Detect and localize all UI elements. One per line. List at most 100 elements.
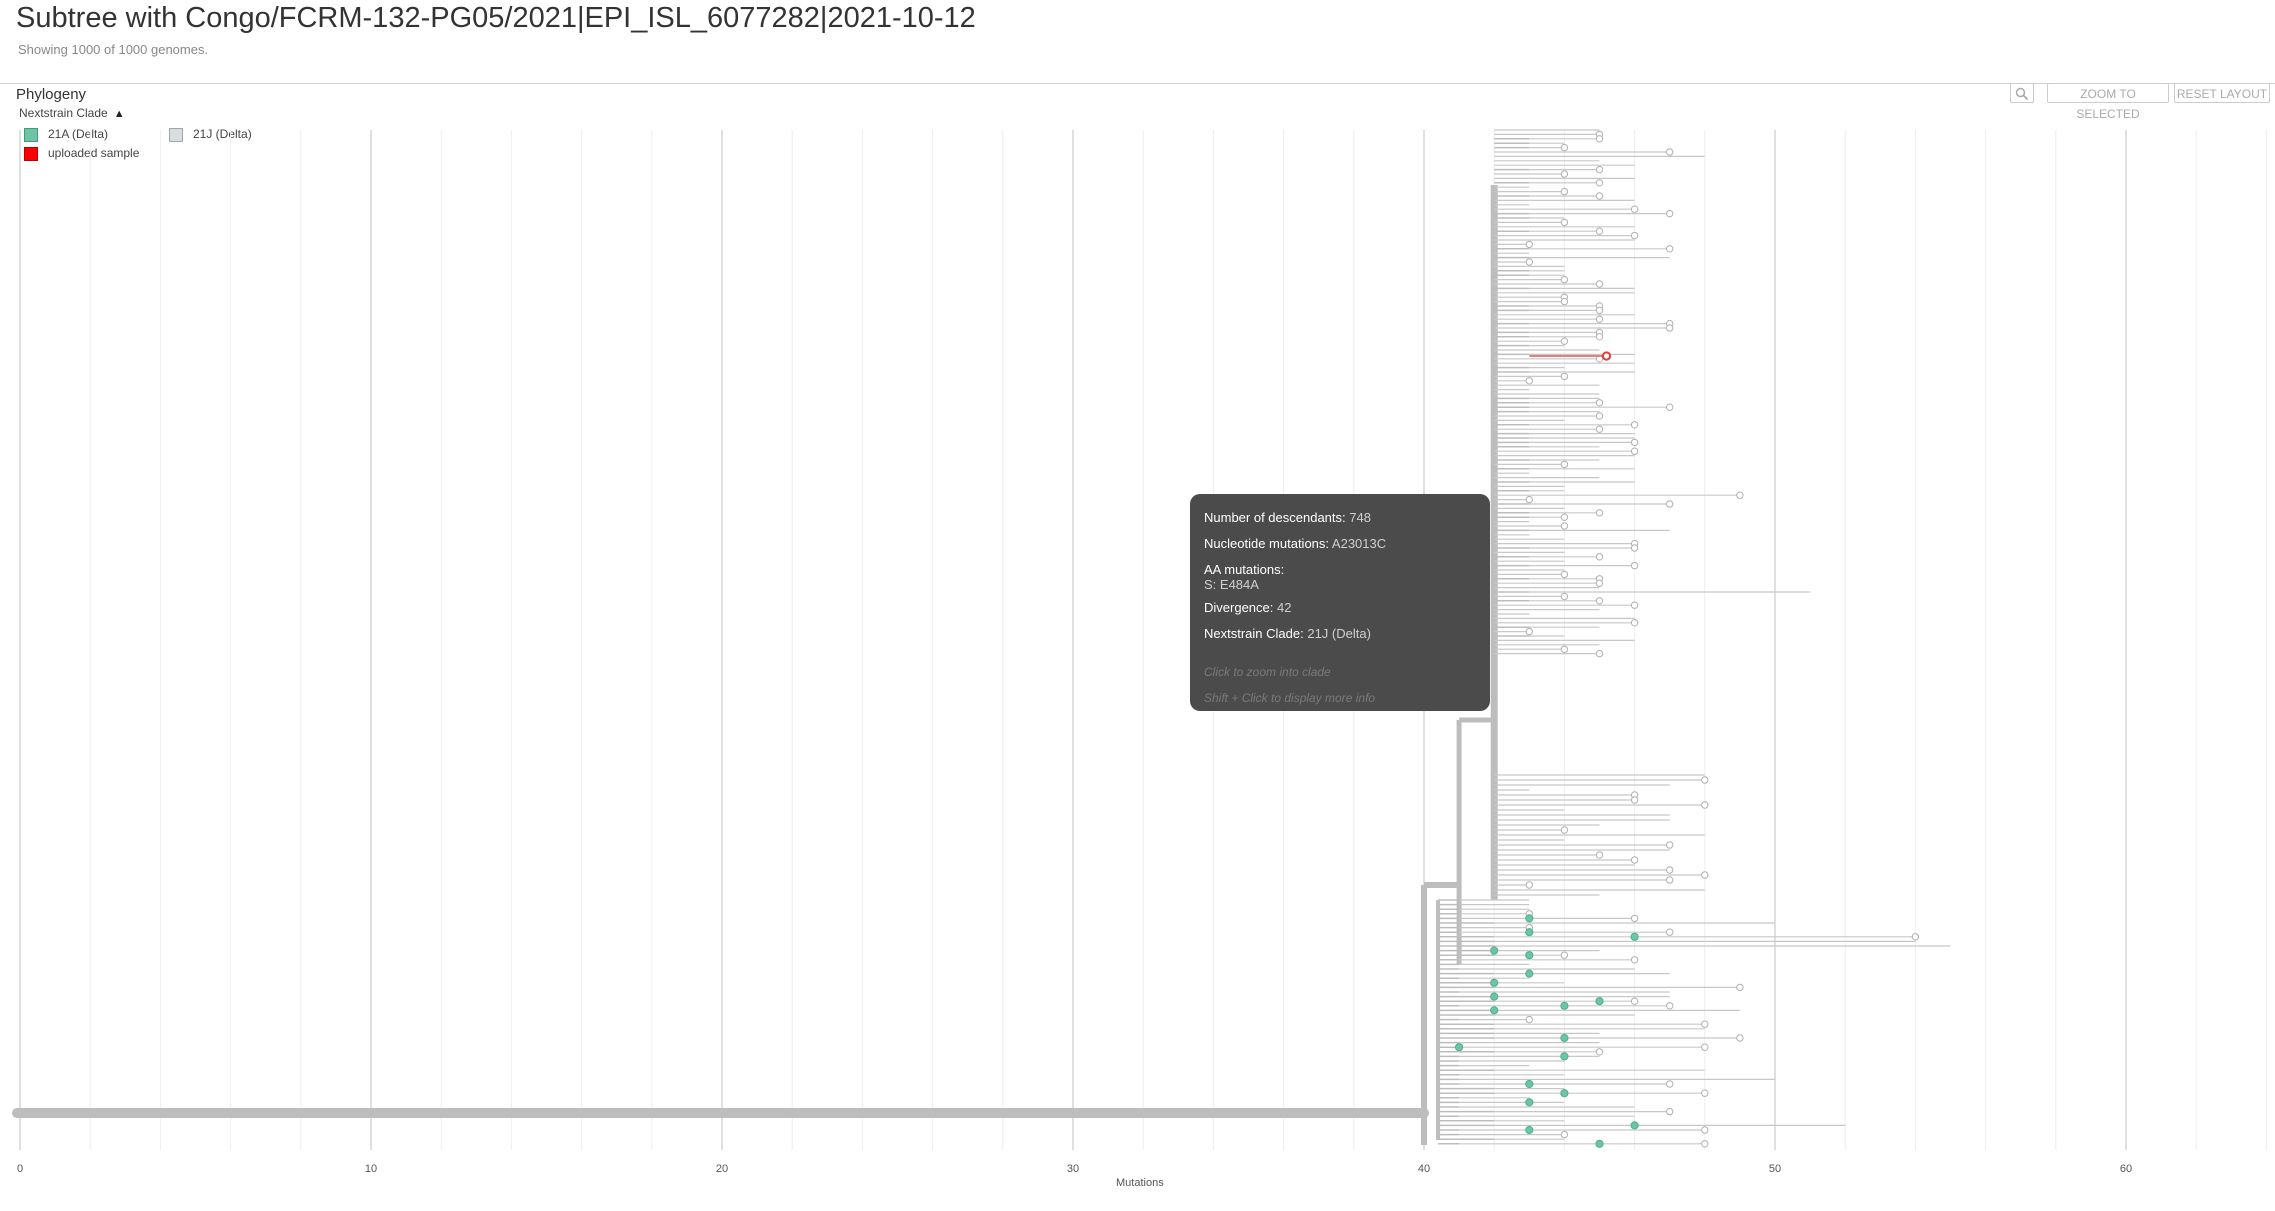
tooltip-aa-value: S: E484A — [1204, 577, 1259, 592]
tip-node-21a — [1490, 946, 1499, 955]
tip-node — [1666, 841, 1674, 849]
tip-node — [1666, 1080, 1674, 1088]
tip-node — [1911, 933, 1920, 941]
tip-node-21a — [1525, 928, 1534, 937]
x-axis-tick: 40 — [1418, 1163, 1430, 1175]
tip-node — [1560, 592, 1569, 601]
swatch-21a — [24, 127, 38, 142]
tip-node — [1630, 205, 1639, 213]
reset-layout-button[interactable]: RESET LAYOUT — [2174, 83, 2270, 103]
tip-node — [1560, 275, 1569, 284]
tip-node-21a — [1525, 1098, 1534, 1107]
x-axis-tick: 20 — [716, 1163, 728, 1175]
tip-node — [1595, 412, 1604, 420]
tooltip-clade-label: Nextstrain Clade: — [1204, 626, 1304, 641]
swatch-uploaded — [24, 146, 38, 161]
tip-node — [1595, 425, 1604, 433]
tip-node-21a — [1490, 992, 1499, 1001]
tip-node-21a — [1525, 969, 1534, 978]
legend-item-21j[interactable]: 21J (Delta) — [169, 127, 252, 142]
tip-node — [1630, 856, 1639, 864]
x-axis-tick: 50 — [1769, 1163, 1781, 1175]
tip-node — [1560, 170, 1569, 178]
legend-label: 21A (Delta) — [48, 127, 109, 141]
tooltip-divergence-value: 42 — [1277, 600, 1292, 615]
tip-node — [1560, 460, 1569, 469]
panel-title: Phylogeny — [16, 86, 87, 103]
tip-node-21a — [1560, 1001, 1569, 1010]
tip-node-21a — [1455, 1043, 1464, 1052]
tip-node — [1701, 776, 1709, 784]
legend-item-uploaded[interactable]: uploaded sample — [24, 146, 139, 161]
x-axis-tick: 30 — [1067, 1163, 1079, 1175]
tip-node — [1595, 135, 1604, 143]
tip-node — [1560, 645, 1569, 653]
tip-node — [1595, 227, 1604, 235]
tip-node — [1630, 561, 1639, 570]
tip-node — [1595, 597, 1604, 605]
tip-node — [1595, 649, 1604, 658]
tip-node — [1560, 513, 1569, 521]
tip-node — [1666, 148, 1674, 156]
x-axis-tick: 0 — [17, 1163, 23, 1175]
tip-node — [1736, 983, 1744, 992]
tip-node — [1666, 403, 1674, 411]
tip-node — [1666, 245, 1674, 253]
tip-node — [1595, 579, 1604, 587]
search-icon — [2015, 87, 2029, 101]
tip-node-21a — [1630, 1121, 1639, 1130]
tip-node — [1595, 280, 1604, 288]
tip-node — [1666, 876, 1674, 884]
tip-node-21a — [1525, 914, 1534, 923]
tip-node — [1701, 801, 1709, 809]
tip-node — [1560, 826, 1569, 834]
tip-node — [1560, 951, 1569, 959]
tip-node — [1560, 337, 1569, 345]
x-axis-label: Mutations — [1116, 1177, 1164, 1189]
tip-node — [1666, 928, 1674, 936]
chevron-up-icon: ▲ — [113, 108, 125, 120]
tip-node — [1595, 306, 1604, 315]
tooltip-clade-value: 21J (Delta) — [1307, 626, 1371, 641]
tooltip-nuc-value: A23013C — [1331, 536, 1387, 551]
legend-item-21a[interactable]: 21A (Delta) — [24, 127, 108, 142]
tooltip-descendants-value: 748 — [1349, 510, 1371, 525]
tip-node-21a — [1560, 1052, 1569, 1061]
tip-node — [1630, 619, 1639, 627]
tip-node — [1525, 495, 1534, 504]
phylogeny-tree[interactable]: 0 10 20 30 40 50 60 — [0, 120, 2275, 1211]
tooltip-hint-shift: Shift + Click to display more info — [1204, 691, 1376, 705]
tip-node-21a — [1595, 1139, 1604, 1148]
tip-node — [1525, 240, 1534, 249]
tip-node — [1630, 544, 1639, 552]
legend-title: Nextstrain Clade — [19, 106, 108, 120]
legend-toggle[interactable]: Nextstrain Clade ▲ — [19, 106, 125, 120]
tip-node — [1630, 438, 1639, 447]
tip-node — [1736, 491, 1744, 499]
tip-node-21a — [1560, 1033, 1569, 1043]
tip-node — [1595, 315, 1604, 323]
tooltip-divergence-label: Divergence: — [1204, 600, 1274, 615]
tip-node — [1630, 601, 1639, 609]
header-divider — [0, 83, 2275, 84]
tip-node — [1666, 500, 1674, 508]
search-button[interactable] — [2010, 83, 2034, 103]
tip-node-21a — [1490, 978, 1499, 987]
tip-node — [1560, 570, 1569, 579]
tip-node — [1701, 1089, 1709, 1097]
tip-node-21a — [1525, 1125, 1534, 1135]
tip-node — [1525, 627, 1534, 636]
legend-label: uploaded sample — [48, 146, 140, 160]
tip-node — [1701, 1126, 1709, 1134]
tip-node — [1595, 553, 1604, 561]
tip-node — [1560, 372, 1569, 381]
zoom-to-selected-button[interactable]: ZOOM TO SELECTED — [2047, 83, 2169, 121]
tip-node — [1666, 209, 1674, 218]
tip-node — [1560, 522, 1569, 530]
tip-node — [1525, 881, 1534, 889]
tooltip-hint-zoom: Click to zoom into clade — [1204, 665, 1331, 679]
tip-node-21a — [1525, 1079, 1534, 1089]
tip-node — [1595, 509, 1604, 517]
tooltip-nuc-label: Nucleotide mutations: — [1204, 536, 1330, 551]
tip-node — [1736, 1034, 1744, 1042]
